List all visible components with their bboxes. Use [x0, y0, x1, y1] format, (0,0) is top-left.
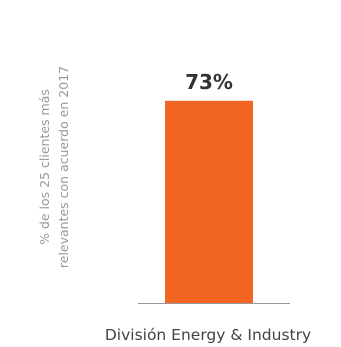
- bar-value-label: 73%: [185, 70, 233, 94]
- y-axis-label-line: % de los 25 clientes más: [37, 89, 52, 245]
- value-labels: 73%: [185, 70, 233, 94]
- y-axis-label: % de los 25 clientes más relevantes con a…: [37, 66, 71, 268]
- category-labels: División Energy & Industry: [105, 326, 311, 344]
- bars: [165, 100, 253, 303]
- y-axis-label-line: relevantes con acuerdo en 2017: [56, 66, 71, 268]
- bar: [165, 100, 253, 303]
- category-label: División Energy & Industry: [105, 326, 311, 344]
